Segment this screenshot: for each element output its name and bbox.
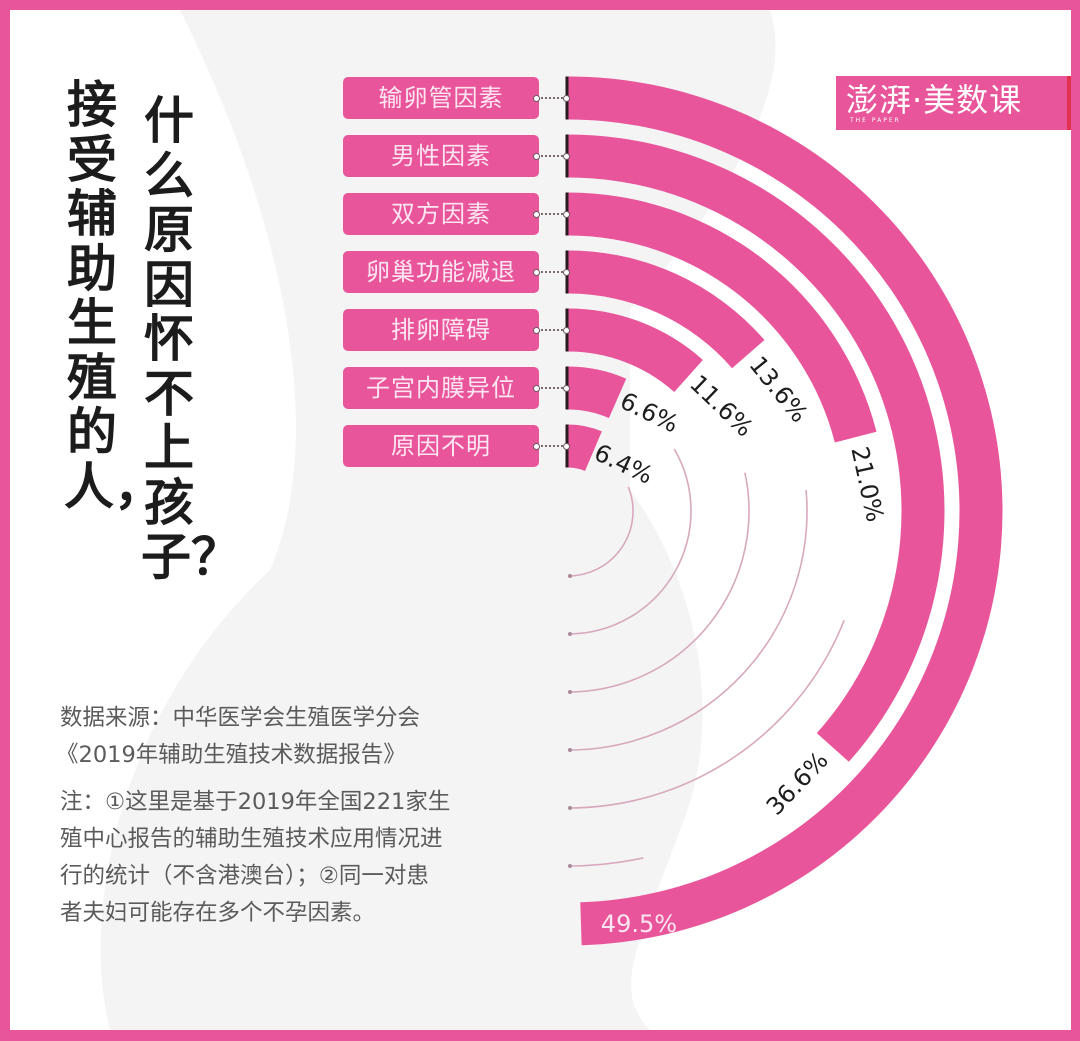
guide-dot: [568, 632, 572, 636]
note-line-3: 行的统计（不含港澳台）；②同一对患: [60, 863, 429, 889]
title-line-2: 什么原因怀不上孩子？: [141, 92, 241, 586]
radial-bar: [568, 134, 945, 762]
radial-bar: [568, 366, 627, 419]
source-line-1: 数据来源：中华医学会生殖医学分会: [60, 705, 421, 731]
guide-dot: [568, 864, 572, 868]
guide-arc: [567, 486, 634, 577]
guide-arc: [567, 472, 750, 693]
radial-bar: [568, 76, 1003, 946]
brand-logo: 澎湃·美数课 THE PAPER: [836, 76, 1071, 130]
radial-bar: [568, 424, 602, 471]
category-label-ovarian: 卵巢功能减退: [343, 251, 539, 293]
value-label: 49.5%: [601, 910, 677, 938]
category-label-endometriosis: 子宫内膜异位: [343, 367, 539, 409]
value-label: 11.6%: [684, 369, 758, 442]
connector-line: [533, 443, 570, 450]
category-label-ovulation: 排卵障碍: [343, 309, 539, 351]
category-label-tubal: 输卵管因素: [343, 77, 539, 119]
note-line-1: 注：①这里是基于2019年全国221家生: [60, 789, 451, 815]
guide-dot: [568, 690, 572, 694]
infographic-frame: 接受辅助生殖的人， 什么原因怀不上孩子？ 49.5% 36.6% 21.0% 13.6…: [10, 10, 1071, 1030]
value-label: 21.0%: [845, 444, 889, 524]
connector-line: [533, 211, 570, 218]
category-label-male: 男性因素: [343, 135, 539, 177]
brand-logo-subtext: THE PAPER: [850, 117, 901, 124]
category-label-unknown: 原因不明: [343, 425, 539, 467]
guide-dot: [568, 748, 572, 752]
note-line-2: 殖中心报告的辅助生殖技术应用情况进: [60, 826, 443, 852]
category-label-both: 双方因素: [343, 193, 539, 235]
connector-line: [533, 95, 570, 102]
connector-line: [533, 327, 570, 334]
radial-bar: [568, 308, 703, 393]
guide-dot: [568, 574, 572, 578]
radial-bar-chart: 49.5%36.6%21.0%13.6%11.6%6.6%6.4%: [565, 76, 1003, 946]
guide-arc: [567, 448, 692, 635]
connector-line: [533, 153, 570, 160]
brand-logo-accent: [1067, 76, 1071, 130]
source-line-2: 《2019年辅助生殖技术数据报告》: [56, 742, 406, 768]
guide-arc: [567, 489, 808, 751]
brand-logo-text: 澎湃·美数课: [846, 81, 1023, 119]
guide-arc: [567, 857, 644, 867]
connector-line: [533, 269, 570, 276]
guide-dot: [568, 806, 572, 810]
guide-arc: [567, 620, 845, 809]
note-line-4: 者夫妇可能存在多个不孕因素。: [60, 900, 376, 926]
value-label: 6.6%: [616, 387, 683, 439]
radial-bar: [568, 192, 877, 443]
radial-bar: [568, 250, 765, 369]
value-label: 6.4%: [590, 439, 657, 490]
connector-line: [533, 385, 570, 392]
